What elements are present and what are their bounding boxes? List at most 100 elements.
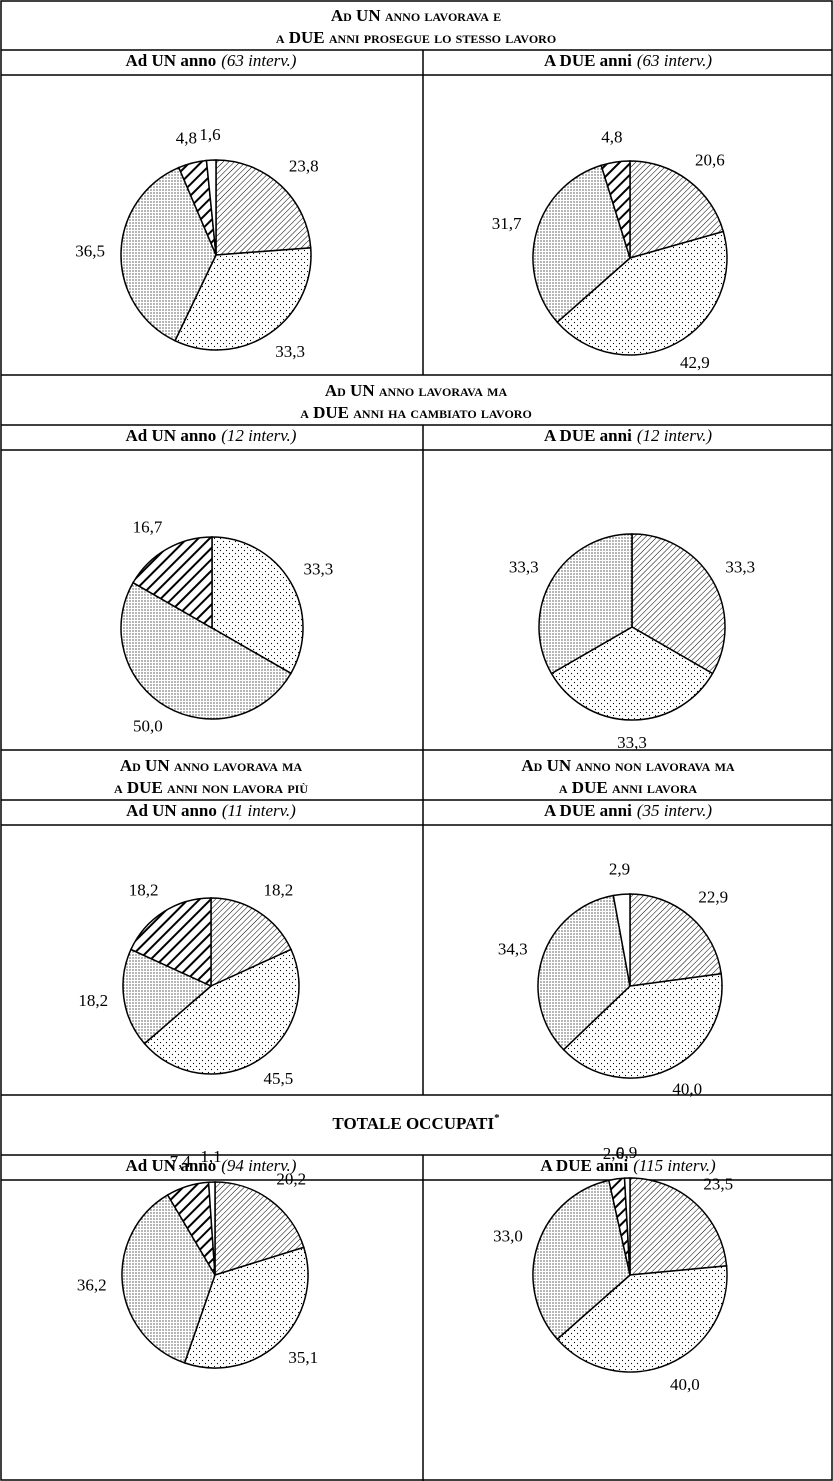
panel-title: Ad UN anno (12 interv.): [126, 426, 297, 445]
section-header: a DUE anni ha cambiato lavoro: [300, 403, 532, 422]
data-label: 18,2: [264, 881, 294, 900]
pie-slice: [629, 893, 723, 987]
data-label: 33,3: [304, 559, 334, 578]
pie-slice: [211, 536, 304, 675]
header-line: a DUE anni non lavora più: [114, 778, 308, 797]
pie-slice: [143, 948, 300, 1075]
data-label: 33,3: [275, 342, 305, 361]
panel-title: A DUE anni (12 interv.): [544, 426, 712, 445]
note-mark: *: [494, 1112, 500, 1124]
panel-title: Ad UN anno (11 interv.): [126, 801, 296, 820]
header-line: Ad UN anno non lavorava ma: [521, 756, 735, 775]
header-line: Ad UN anno lavorava e: [331, 6, 501, 25]
data-label: 50,0: [133, 717, 163, 736]
data-label: 45,5: [264, 1069, 294, 1088]
data-label: 2,6: [603, 1144, 624, 1163]
pie-slice: [556, 1265, 728, 1373]
pie-slice: [556, 230, 728, 356]
pie-slice: [174, 247, 312, 351]
pie-slice: [205, 159, 217, 256]
data-label: 22,9: [698, 888, 728, 907]
data-label: 35,1: [288, 1348, 318, 1367]
section-header: Ad UN anno lavorava ma: [325, 381, 508, 400]
panel-title-note: (11 interv.): [222, 801, 296, 820]
pie-slice: [214, 1181, 305, 1277]
panel-title-note: (94 interv.): [221, 1156, 297, 1175]
pie-slice: [532, 164, 631, 324]
data-label: 2,9: [609, 859, 630, 878]
panel-title-note: (12 interv.): [637, 426, 713, 445]
data-label: 1,1: [200, 1147, 221, 1166]
pie-slice: [122, 948, 213, 1045]
data-label: 34,3: [498, 939, 528, 958]
data-label: 7,4: [170, 1152, 192, 1171]
header-line: a DUE anni lavora: [559, 778, 698, 797]
pie-slice: [623, 1177, 631, 1276]
data-label: 16,7: [133, 517, 163, 536]
panel-title-note: (35 interv.): [637, 801, 713, 820]
data-label: 4,8: [601, 127, 622, 146]
panel-title-note: (63 interv.): [221, 51, 297, 70]
pie-slice: [532, 1179, 631, 1341]
panel-title-note: (63 interv.): [637, 51, 713, 70]
pie-slice: [629, 1177, 728, 1276]
section-header: a DUE anni lavora: [559, 778, 698, 797]
data-label: 31,7: [492, 214, 522, 233]
panel-title-main: A DUE anni: [544, 801, 632, 820]
data-label: 23,8: [289, 157, 319, 176]
panel-title-main: A DUE anni: [544, 426, 632, 445]
data-label: 0,9: [616, 1143, 637, 1162]
panel-title: A DUE anni (115 interv.): [540, 1156, 716, 1175]
pie-slice: [550, 626, 714, 721]
pie-slice: [207, 1181, 216, 1276]
header-line: a DUE anni ha cambiato lavoro: [300, 403, 532, 422]
panel-title-main: A DUE anni: [544, 51, 632, 70]
pie-slice: [537, 894, 631, 1051]
data-label: 23,5: [703, 1174, 733, 1193]
pie-slice: [183, 1246, 309, 1369]
section-header: Ad UN anno non lavorava ma: [521, 756, 735, 775]
panel-title: Ad UN anno (94 interv.): [126, 1156, 297, 1175]
panel-title-main: Ad UN anno: [126, 426, 217, 445]
header-line: Ad UN anno lavorava ma: [120, 756, 303, 775]
pie-slice: [629, 160, 725, 259]
pie-slice: [612, 893, 631, 987]
header-line: TOTALE OCCUPATI: [332, 1114, 494, 1133]
section-header: a DUE anni prosegue lo stesso lavoro: [276, 28, 556, 47]
pie-slice: [129, 897, 212, 988]
panel-title-note: (12 interv.): [221, 426, 297, 445]
section-header: TOTALE OCCUPATI*: [332, 1112, 500, 1133]
pie-slice: [538, 533, 633, 675]
data-label: 33,3: [725, 557, 755, 576]
panel-title-main: Ad UN anno: [126, 1156, 217, 1175]
panel-title: Ad UN anno (63 interv.): [126, 51, 297, 70]
data-label: 18,2: [78, 991, 108, 1010]
data-label: 4,8: [176, 129, 197, 148]
data-label: 33,0: [493, 1227, 523, 1246]
header-line: a DUE anni prosegue lo stesso lavoro: [276, 28, 556, 47]
data-label: 40,0: [672, 1079, 702, 1098]
pie-slice: [631, 533, 726, 675]
data-label: 18,2: [129, 881, 159, 900]
data-label: 36,5: [75, 241, 105, 260]
data-label: 20,2: [276, 1170, 306, 1189]
section-header: Ad UN anno lavorava ma: [120, 756, 303, 775]
panel-title-main: Ad UN anno: [126, 51, 217, 70]
data-label: 33,3: [617, 733, 647, 752]
pie-slice: [562, 972, 723, 1079]
data-label: 40,0: [670, 1375, 700, 1394]
section-header: Ad UN anno lavorava e: [331, 6, 501, 25]
section-header: a DUE anni non lavora più: [114, 778, 308, 797]
pie-slice: [120, 166, 217, 342]
pie-slice: [215, 159, 312, 256]
data-label: 20,6: [695, 150, 725, 169]
pie-slice: [600, 160, 631, 259]
data-label: 42,9: [680, 353, 710, 372]
pie-slice: [132, 536, 213, 630]
data-label: 1,6: [199, 125, 220, 144]
data-label: 36,2: [77, 1276, 107, 1295]
pie-slice: [120, 581, 292, 720]
pie-slice: [210, 897, 293, 988]
